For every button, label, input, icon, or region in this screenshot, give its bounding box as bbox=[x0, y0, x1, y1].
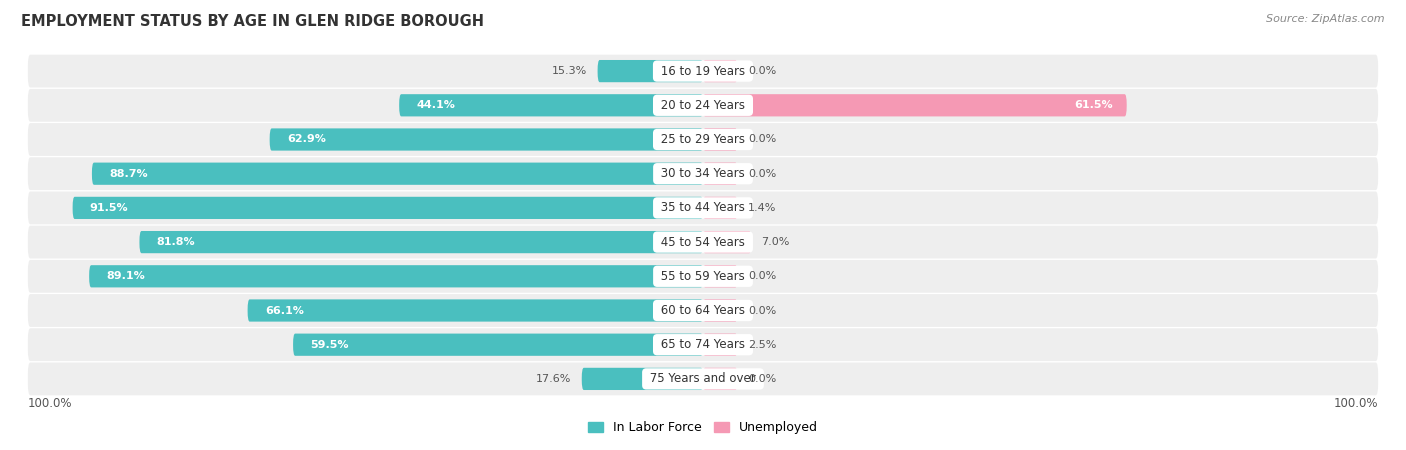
Text: 75 Years and over: 75 Years and over bbox=[647, 373, 759, 385]
Text: 65 to 74 Years: 65 to 74 Years bbox=[657, 338, 749, 351]
FancyBboxPatch shape bbox=[28, 55, 1378, 87]
FancyBboxPatch shape bbox=[703, 128, 738, 151]
FancyBboxPatch shape bbox=[28, 158, 1378, 190]
Text: 15.3%: 15.3% bbox=[553, 66, 588, 76]
Text: 0.0%: 0.0% bbox=[748, 306, 776, 315]
Text: 55 to 59 Years: 55 to 59 Years bbox=[657, 270, 749, 283]
FancyBboxPatch shape bbox=[28, 89, 1378, 122]
FancyBboxPatch shape bbox=[292, 333, 703, 356]
Text: 81.8%: 81.8% bbox=[156, 237, 195, 247]
FancyBboxPatch shape bbox=[703, 94, 1126, 117]
FancyBboxPatch shape bbox=[582, 368, 703, 390]
FancyBboxPatch shape bbox=[703, 197, 738, 219]
Text: 35 to 44 Years: 35 to 44 Years bbox=[657, 202, 749, 214]
Text: Source: ZipAtlas.com: Source: ZipAtlas.com bbox=[1267, 14, 1385, 23]
Text: 0.0%: 0.0% bbox=[748, 374, 776, 384]
FancyBboxPatch shape bbox=[28, 192, 1378, 224]
Text: 17.6%: 17.6% bbox=[536, 374, 571, 384]
Text: 62.9%: 62.9% bbox=[287, 135, 326, 144]
Text: 44.1%: 44.1% bbox=[416, 100, 456, 110]
FancyBboxPatch shape bbox=[139, 231, 703, 253]
Legend: In Labor Force, Unemployed: In Labor Force, Unemployed bbox=[588, 421, 818, 434]
Text: 45 to 54 Years: 45 to 54 Years bbox=[657, 236, 749, 248]
Text: 16 to 19 Years: 16 to 19 Years bbox=[657, 65, 749, 77]
FancyBboxPatch shape bbox=[28, 260, 1378, 292]
FancyBboxPatch shape bbox=[399, 94, 703, 117]
Text: 59.5%: 59.5% bbox=[311, 340, 349, 350]
Text: 30 to 34 Years: 30 to 34 Years bbox=[657, 167, 749, 180]
Text: EMPLOYMENT STATUS BY AGE IN GLEN RIDGE BOROUGH: EMPLOYMENT STATUS BY AGE IN GLEN RIDGE B… bbox=[21, 14, 484, 28]
Text: 0.0%: 0.0% bbox=[748, 66, 776, 76]
Text: 66.1%: 66.1% bbox=[264, 306, 304, 315]
FancyBboxPatch shape bbox=[703, 333, 738, 356]
Text: 91.5%: 91.5% bbox=[90, 203, 128, 213]
FancyBboxPatch shape bbox=[703, 60, 738, 82]
Text: 89.1%: 89.1% bbox=[107, 271, 145, 281]
Text: 2.5%: 2.5% bbox=[748, 340, 776, 350]
FancyBboxPatch shape bbox=[28, 226, 1378, 258]
Text: 61.5%: 61.5% bbox=[1074, 100, 1114, 110]
FancyBboxPatch shape bbox=[89, 265, 703, 288]
Text: 25 to 29 Years: 25 to 29 Years bbox=[657, 133, 749, 146]
FancyBboxPatch shape bbox=[28, 328, 1378, 361]
FancyBboxPatch shape bbox=[247, 299, 703, 322]
FancyBboxPatch shape bbox=[703, 368, 738, 390]
Text: 7.0%: 7.0% bbox=[762, 237, 790, 247]
FancyBboxPatch shape bbox=[703, 265, 738, 288]
Text: 100.0%: 100.0% bbox=[28, 397, 72, 410]
FancyBboxPatch shape bbox=[270, 128, 703, 151]
FancyBboxPatch shape bbox=[28, 123, 1378, 156]
FancyBboxPatch shape bbox=[28, 294, 1378, 327]
FancyBboxPatch shape bbox=[73, 197, 703, 219]
FancyBboxPatch shape bbox=[703, 162, 738, 185]
Text: 20 to 24 Years: 20 to 24 Years bbox=[657, 99, 749, 112]
Text: 100.0%: 100.0% bbox=[1334, 397, 1378, 410]
FancyBboxPatch shape bbox=[91, 162, 703, 185]
Text: 0.0%: 0.0% bbox=[748, 169, 776, 179]
FancyBboxPatch shape bbox=[28, 363, 1378, 395]
Text: 0.0%: 0.0% bbox=[748, 135, 776, 144]
FancyBboxPatch shape bbox=[703, 299, 738, 322]
Text: 0.0%: 0.0% bbox=[748, 271, 776, 281]
Text: 1.4%: 1.4% bbox=[748, 203, 776, 213]
Text: 60 to 64 Years: 60 to 64 Years bbox=[657, 304, 749, 317]
FancyBboxPatch shape bbox=[598, 60, 703, 82]
Text: 88.7%: 88.7% bbox=[110, 169, 148, 179]
FancyBboxPatch shape bbox=[703, 231, 751, 253]
